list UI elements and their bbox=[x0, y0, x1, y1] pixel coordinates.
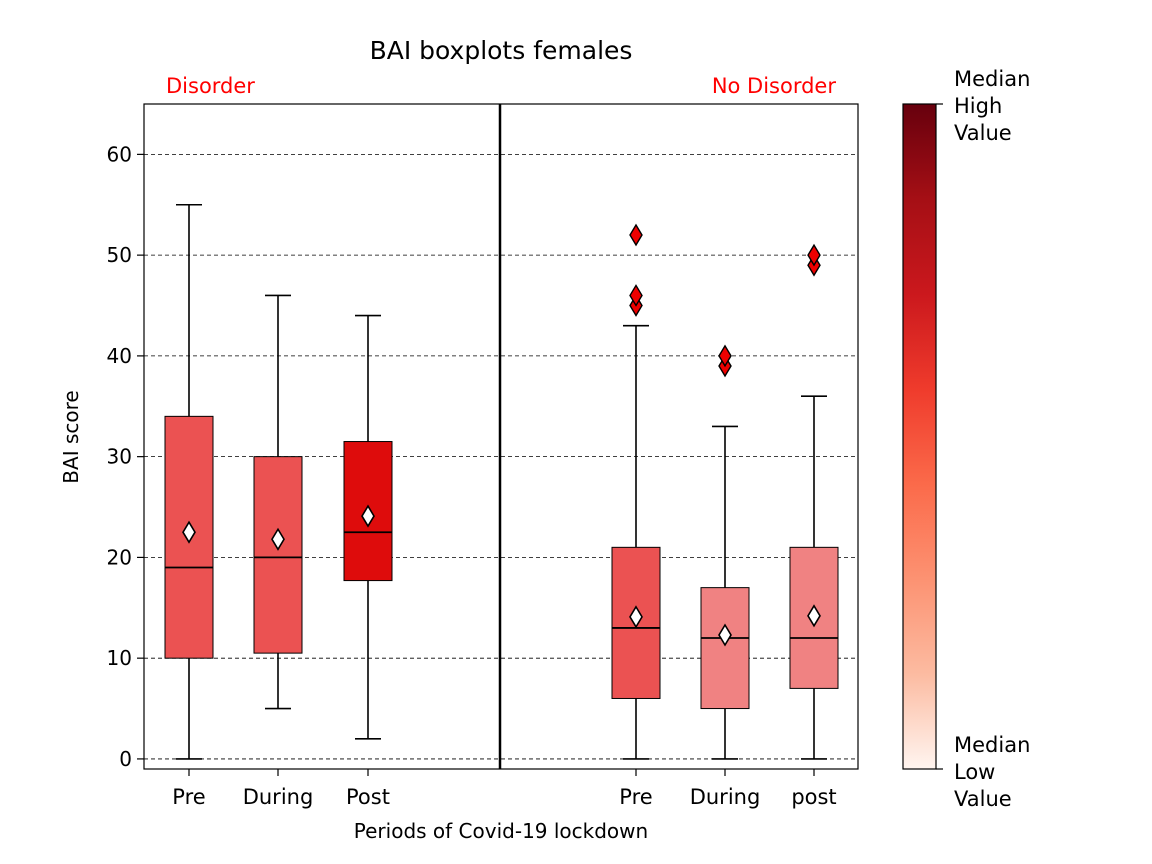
colorbar-label-line: Median bbox=[954, 67, 1030, 91]
outlier-marker bbox=[807, 243, 821, 267]
y-axis: 0 10 20 30 40 50 60 bbox=[107, 142, 144, 771]
boxplot-during bbox=[700, 344, 750, 760]
y-tick-label: 40 bbox=[107, 344, 132, 368]
colorbar-label-line: Low bbox=[954, 760, 995, 784]
y-tick-label: 20 bbox=[107, 545, 132, 569]
colorbar-high-label: Median High Value bbox=[954, 67, 1030, 145]
x-tick-label: Pre bbox=[172, 785, 205, 809]
y-tick-label: 10 bbox=[107, 646, 132, 670]
y-axis-label: BAI score bbox=[59, 390, 83, 483]
box-iqr bbox=[253, 456, 303, 654]
boxplot-post bbox=[789, 243, 839, 760]
x-tick-label: Pre bbox=[619, 785, 652, 809]
boxplot-pre bbox=[611, 223, 661, 760]
colorbar-label-line: Median bbox=[954, 733, 1030, 757]
x-axis: Pre During Post Pre During post bbox=[172, 769, 837, 809]
boxplot-during bbox=[253, 294, 303, 710]
x-tick-label: During bbox=[690, 785, 761, 809]
colorbar bbox=[902, 103, 937, 770]
colorbar-label-line: High bbox=[954, 94, 1002, 118]
mean-marker bbox=[361, 504, 375, 528]
mean-marker bbox=[271, 527, 285, 551]
y-tick-label: 50 bbox=[107, 243, 132, 267]
x-tick-label: post bbox=[791, 785, 836, 809]
group-label-disorder: Disorder bbox=[166, 74, 255, 98]
x-axis-label: Periods of Covid-19 lockdown bbox=[354, 819, 648, 843]
boxplots bbox=[164, 203, 839, 760]
box-iqr bbox=[700, 587, 750, 710]
x-tick-label: During bbox=[243, 785, 314, 809]
group-label-no-disorder: No Disorder bbox=[712, 74, 837, 98]
colorbar-label-line: Value bbox=[954, 121, 1012, 145]
y-tick-label: 0 bbox=[119, 747, 132, 771]
y-tick-label: 60 bbox=[107, 142, 132, 166]
boxplot-pre bbox=[164, 203, 214, 760]
x-tick-label: Post bbox=[346, 785, 390, 809]
boxplot-post bbox=[343, 314, 393, 740]
colorbar-low-label: Median Low Value bbox=[954, 733, 1030, 811]
chart-title: BAI boxplots females bbox=[370, 36, 633, 65]
outlier-marker bbox=[718, 344, 732, 368]
outlier-marker bbox=[629, 284, 643, 307]
mean-marker bbox=[718, 623, 732, 647]
mean-marker bbox=[807, 604, 821, 628]
mean-marker bbox=[182, 520, 196, 544]
colorbar-label-line: Value bbox=[954, 787, 1012, 811]
outlier-marker bbox=[629, 223, 643, 247]
mean-marker bbox=[629, 605, 643, 629]
y-tick-label: 30 bbox=[107, 445, 132, 469]
